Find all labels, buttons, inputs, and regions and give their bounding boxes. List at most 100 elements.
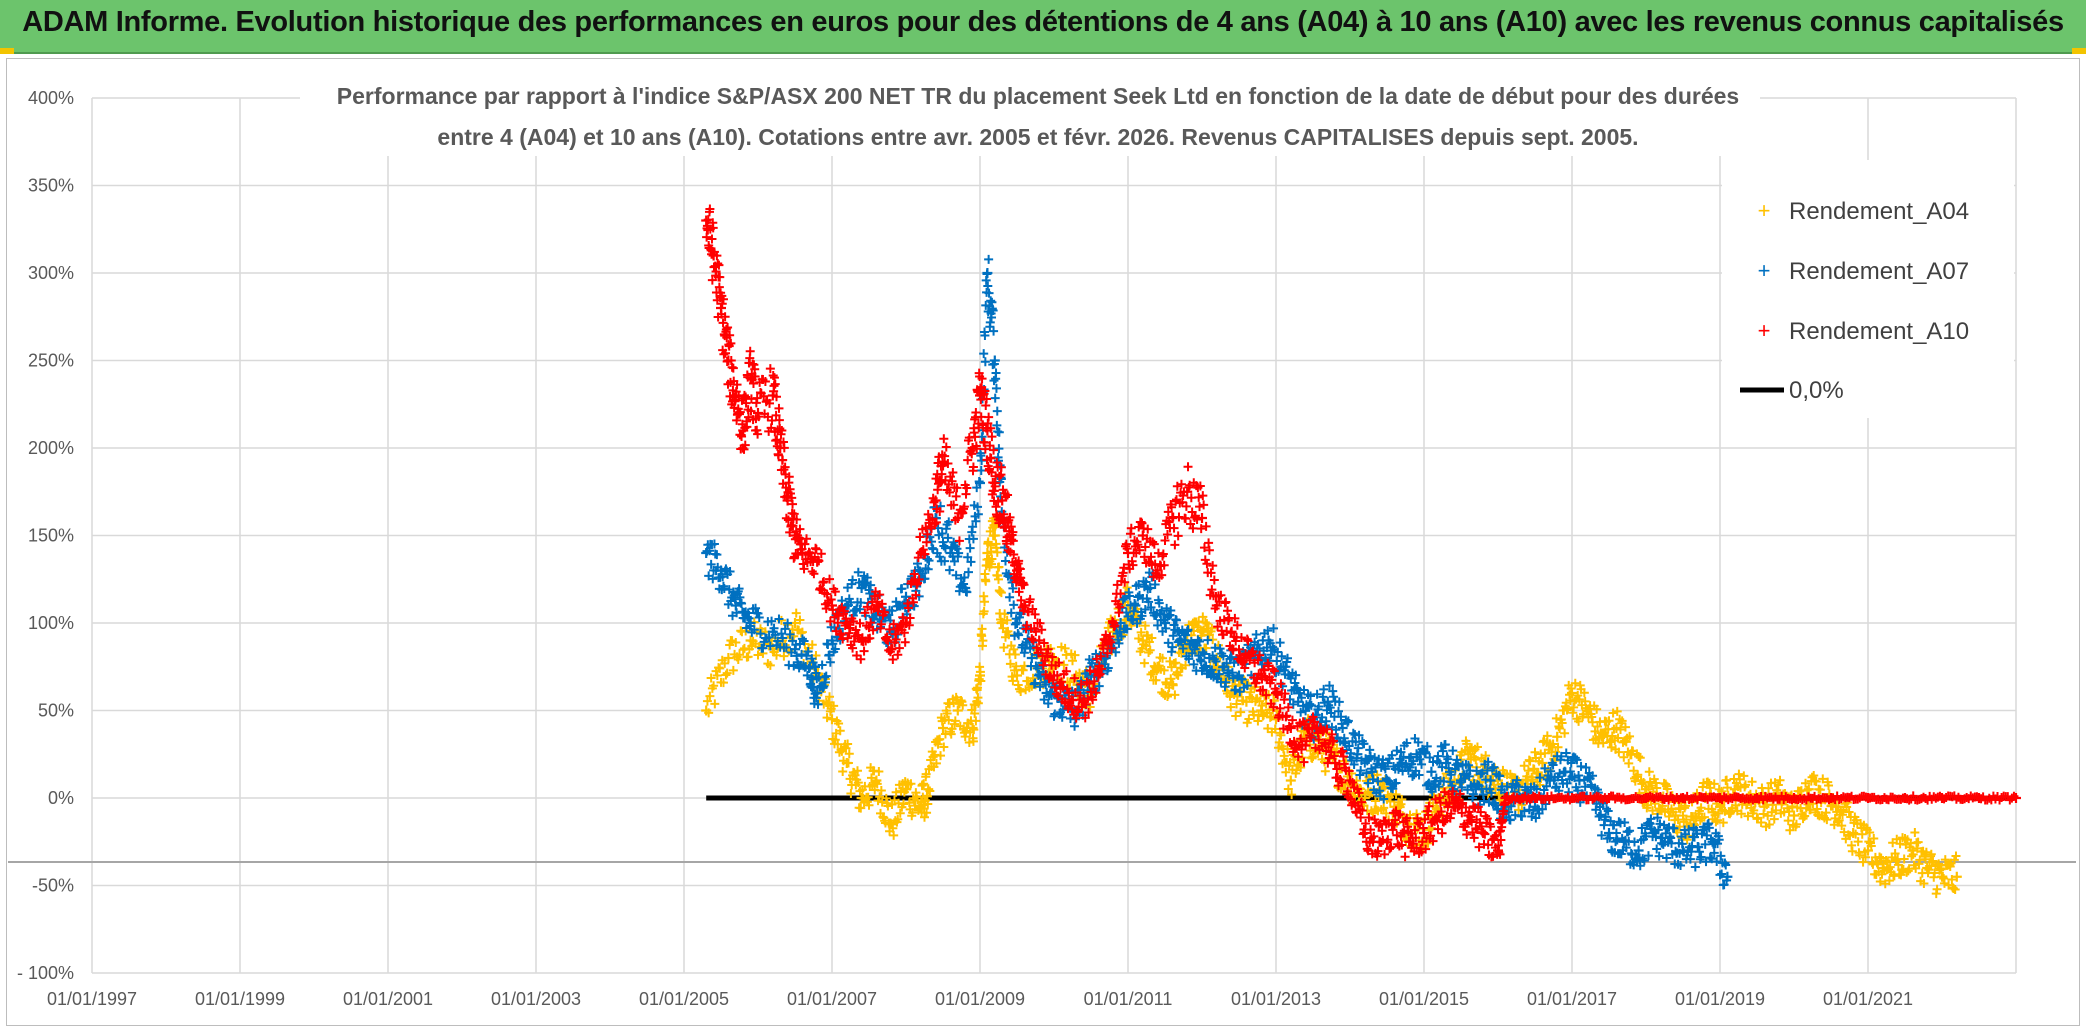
data-point-filler	[706, 673, 716, 683]
data-point-filler	[991, 368, 1001, 378]
data-point-filler	[1884, 876, 1894, 886]
data-point-filler	[893, 814, 903, 824]
data-point-filler	[1005, 592, 1015, 602]
data-point-filler	[908, 808, 918, 818]
data-point-filler	[1783, 816, 1793, 826]
data-point-filler	[795, 615, 805, 625]
data-point-filler	[1170, 540, 1180, 550]
data-point-filler	[1574, 694, 1584, 704]
data-point-filler	[1139, 658, 1149, 668]
data-point-filler	[979, 606, 989, 616]
data-point-filler	[1391, 789, 1401, 799]
data-point-filler	[743, 652, 753, 662]
data-point-filler	[876, 786, 886, 796]
data-point	[1034, 635, 1045, 646]
data-point-filler	[1910, 827, 1920, 837]
data-point-filler	[1005, 659, 1015, 669]
data-point-filler	[1244, 714, 1254, 724]
data-point-filler	[856, 803, 866, 813]
data-point-filler	[1625, 731, 1635, 741]
data-point-filler	[1557, 718, 1567, 728]
data-point-filler	[1743, 811, 1753, 821]
data-point-filler	[981, 576, 991, 586]
data-point-filler	[720, 658, 730, 668]
y-tick-label: 400%	[28, 88, 74, 108]
data-point-filler	[1579, 688, 1589, 698]
data-point-filler	[906, 779, 916, 789]
data-point-filler	[1059, 660, 1069, 670]
series-layer	[701, 204, 2021, 899]
x-tick-label: 01/01/2021	[1823, 989, 1913, 1009]
data-point-filler	[822, 713, 832, 723]
data-point-filler	[1000, 556, 1010, 566]
data-point-filler	[1644, 767, 1654, 777]
data-point-filler	[825, 692, 835, 702]
data-point-filler	[1722, 783, 1732, 793]
data-point-filler	[971, 716, 981, 726]
data-point-filler	[1523, 766, 1533, 776]
data-point-filler	[843, 739, 853, 749]
data-point-filler	[936, 751, 946, 761]
data-point-filler	[942, 709, 952, 719]
data-point-filler	[1681, 815, 1691, 825]
data-point-filler	[947, 724, 957, 734]
data-point	[1241, 696, 1252, 707]
data-point-filler	[984, 412, 994, 422]
data-point-filler	[721, 670, 731, 680]
data-point-filler	[900, 637, 910, 647]
data-point-filler	[1140, 621, 1150, 631]
data-point-filler	[1147, 633, 1157, 643]
data-point-filler	[1861, 852, 1871, 862]
data-point-filler	[1673, 815, 1683, 825]
data-point-filler	[1018, 665, 1028, 675]
data-point-filler	[1709, 779, 1719, 789]
data-point-filler	[863, 792, 873, 802]
y-tick-label: 50%	[38, 701, 74, 721]
data-point-filler	[1563, 704, 1573, 714]
data-point	[1537, 758, 1548, 768]
data-point-filler	[1853, 837, 1863, 847]
x-tick-label: 01/01/2011	[1084, 989, 1173, 1009]
data-point-filler	[1136, 627, 1146, 637]
chart-frame	[6, 58, 2080, 1026]
data-point-filler	[1198, 612, 1208, 622]
data-point-filler	[1824, 781, 1834, 791]
data-point-filler	[1756, 818, 1766, 828]
data-point-filler	[1866, 841, 1876, 851]
grid-layer	[91, 97, 2017, 974]
data-point-filler	[1173, 670, 1183, 680]
data-point-filler	[984, 254, 994, 264]
data-point-filler	[1865, 827, 1875, 837]
y-tick-label: 100%	[28, 613, 74, 633]
data-point-filler	[1287, 790, 1297, 800]
data-point-filler	[965, 543, 975, 553]
data-point-filler	[753, 650, 763, 660]
y-tick-label: - 100%	[17, 963, 74, 983]
legend-label-a10: Rendement_A10	[1789, 318, 1969, 345]
data-point	[982, 268, 993, 278]
data-point-filler	[1308, 751, 1318, 761]
data-point-filler	[928, 752, 938, 762]
data-point-filler	[1747, 777, 1757, 787]
data-point	[967, 723, 978, 733]
data-point-filler	[1875, 877, 1885, 887]
data-point-filler	[829, 701, 839, 711]
data-point-filler	[722, 668, 732, 678]
data-point-filler	[1847, 846, 1857, 856]
data-point-filler	[1699, 812, 1709, 822]
data-point	[827, 714, 837, 725]
data-point-filler	[770, 379, 780, 389]
x-tick-label: 01/01/2007	[787, 989, 877, 1009]
legend-marker-a07: +	[1758, 258, 1771, 283]
data-point-filler	[958, 700, 968, 710]
data-point-filler	[994, 562, 1004, 572]
data-point-filler	[1736, 809, 1746, 819]
data-point-filler	[705, 691, 715, 701]
data-point-filler	[994, 444, 1004, 454]
data-point-filler	[838, 766, 848, 776]
data-point-filler	[733, 654, 743, 664]
data-point-filler	[1652, 783, 1662, 793]
data-point-filler	[702, 232, 712, 242]
data-point-filler	[891, 787, 901, 797]
data-point-filler	[1769, 814, 1779, 824]
